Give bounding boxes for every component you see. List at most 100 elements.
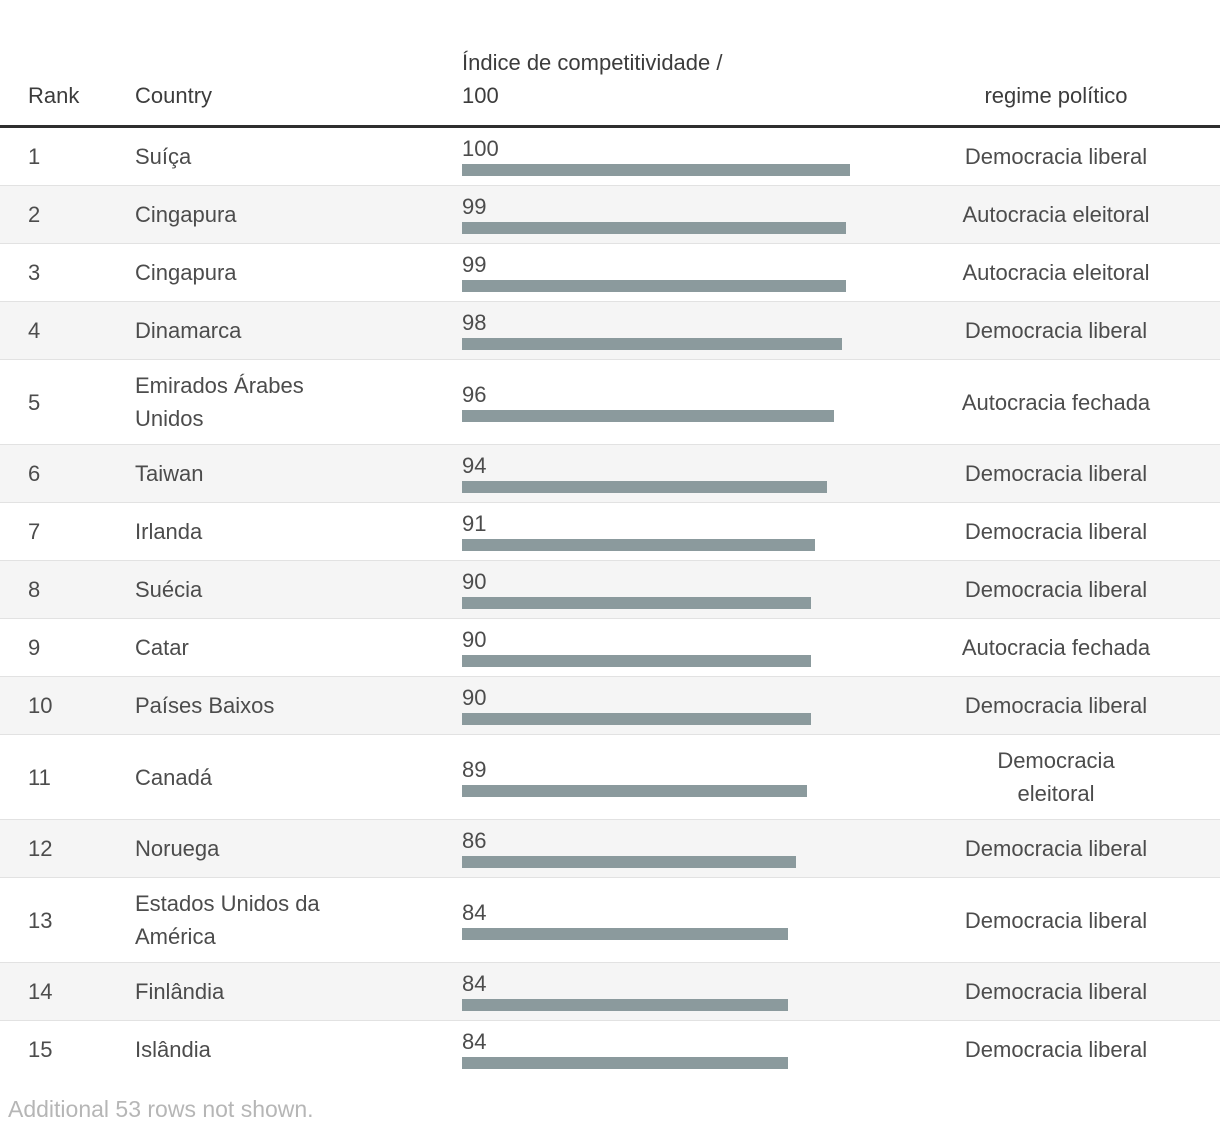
- country-cell: Suíça: [135, 144, 192, 169]
- header-rank: Rank: [28, 83, 80, 108]
- country-cell: Dinamarca: [135, 318, 242, 343]
- value-cell: 89: [462, 756, 852, 797]
- table-row: 5 Emirados Árabes Unidos 96 Autocracia f…: [0, 359, 1220, 444]
- regime-cell: Democracia liberal: [964, 693, 1148, 718]
- value-cell: 86: [462, 829, 852, 868]
- table-row: 8 Suécia 90 Democracia liberal: [0, 560, 1220, 618]
- value-bar: [462, 338, 842, 350]
- value-label: 84: [462, 899, 487, 925]
- value-label: 99: [462, 194, 487, 219]
- table-row: 14 Finlândia 84 Democracia liberal: [0, 962, 1220, 1020]
- rank-cell: 4: [28, 318, 41, 343]
- regime-cell: Autocracia fechada: [961, 635, 1151, 660]
- value-bar: [462, 222, 846, 234]
- country-cell: Finlândia: [135, 979, 225, 1004]
- value-bar: [462, 713, 811, 725]
- country-cell: Irlanda: [135, 519, 203, 544]
- rank-cell: 7: [28, 519, 41, 544]
- value-cell: 94: [462, 454, 852, 493]
- footer-note: Additional 53 rows not shown.: [8, 1096, 314, 1122]
- value-bar: [462, 655, 811, 667]
- value-cell: 100: [462, 137, 852, 176]
- rank-cell: 15: [28, 1037, 53, 1062]
- regime-cell: Democracia liberal: [964, 979, 1148, 1004]
- rank-cell: 8: [28, 577, 41, 602]
- value-bar: [462, 856, 796, 868]
- rank-cell: 5: [28, 389, 41, 415]
- value-label: 91: [462, 511, 487, 536]
- country-cell: Países Baixos: [135, 693, 275, 718]
- value-label: 86: [462, 828, 487, 853]
- value-label: 89: [462, 756, 487, 782]
- table-body: 1 Suíça 100 Democracia liberal 2 Cingapu…: [0, 128, 1220, 1078]
- value-label: 90: [462, 685, 487, 710]
- regime-cell: Democracia liberal: [964, 1037, 1148, 1062]
- country-cell: Noruega: [135, 836, 220, 861]
- table-row: 9 Catar 90 Autocracia fechada: [0, 618, 1220, 676]
- rank-cell: 11: [28, 764, 51, 790]
- value-label: 90: [462, 569, 487, 594]
- value-bar: [462, 280, 846, 292]
- value-label: 96: [462, 381, 487, 407]
- value-bar: [462, 784, 807, 797]
- header-regime: regime político: [984, 83, 1128, 108]
- value-bar: [462, 539, 815, 551]
- rank-cell: 2: [28, 202, 41, 227]
- value-label: 98: [462, 310, 487, 335]
- regime-cell: Democracia liberal: [964, 577, 1148, 602]
- table-row: 1 Suíça 100 Democracia liberal: [0, 128, 1220, 185]
- regime-cell: Democracia liberal: [964, 836, 1148, 861]
- regime-cell: Democracia liberal: [964, 318, 1148, 343]
- value-cell: 99: [462, 195, 852, 234]
- country-cell: Catar: [135, 635, 189, 660]
- regime-cell: Democracia liberal: [964, 519, 1148, 544]
- value-cell: 84: [462, 972, 852, 1011]
- regime-cell: Autocracia eleitoral: [962, 202, 1150, 227]
- rank-cell: 10: [28, 693, 53, 718]
- value-label: 84: [462, 971, 487, 996]
- table-row: 3 Cingapura 99 Autocracia eleitoral: [0, 243, 1220, 301]
- table-row: 13 Estados Unidos da América 84 Democrac…: [0, 877, 1220, 962]
- table-row: 2 Cingapura 99 Autocracia eleitoral: [0, 185, 1220, 243]
- table-row: 11 Canadá 89 Democracia eleitoral: [0, 734, 1220, 819]
- value-label: 84: [462, 1029, 487, 1054]
- value-label: 90: [462, 627, 487, 652]
- value-bar: [462, 409, 834, 422]
- rank-cell: 9: [28, 635, 41, 660]
- value-label: 99: [462, 252, 487, 277]
- value-bar: [462, 164, 850, 176]
- value-cell: 96: [462, 381, 852, 422]
- value-cell: 90: [462, 570, 852, 609]
- value-cell: 90: [462, 686, 852, 725]
- header-country: Country: [135, 83, 213, 108]
- country-cell: Cingapura: [135, 260, 237, 285]
- country-cell: Suécia: [135, 577, 203, 602]
- regime-cell: Democracia liberal: [964, 461, 1148, 486]
- value-bar: [462, 927, 788, 940]
- regime-cell: Democracia liberal: [964, 907, 1148, 933]
- regime-cell: Democracia liberal: [964, 144, 1148, 169]
- value-bar: [462, 999, 788, 1011]
- regime-cell: Autocracia eleitoral: [962, 260, 1150, 285]
- rank-cell: 14: [28, 979, 53, 1004]
- header-index: Índice de competitividade / 100: [462, 50, 723, 108]
- regime-cell: Democracia eleitoral: [997, 748, 1115, 806]
- country-cell: Cingapura: [135, 202, 237, 227]
- country-cell: Islândia: [135, 1037, 211, 1062]
- country-cell: Canadá: [135, 764, 213, 790]
- value-cell: 84: [462, 1030, 852, 1069]
- rank-cell: 12: [28, 836, 53, 861]
- table-row: 7 Irlanda 91 Democracia liberal: [0, 502, 1220, 560]
- table-header-row: Rank Country Índice de competitividade /…: [0, 0, 1220, 128]
- regime-cell: Autocracia fechada: [961, 389, 1151, 415]
- rank-cell: 3: [28, 260, 41, 285]
- value-cell: 98: [462, 311, 852, 350]
- country-cell: Emirados Árabes Unidos: [135, 373, 304, 431]
- value-label: 94: [462, 453, 487, 478]
- country-cell: Estados Unidos da América: [135, 891, 320, 949]
- table-row: 12 Noruega 86 Democracia liberal: [0, 819, 1220, 877]
- value-cell: 91: [462, 512, 852, 551]
- value-bar: [462, 597, 811, 609]
- table-row: 15 Islândia 84 Democracia liberal: [0, 1020, 1220, 1078]
